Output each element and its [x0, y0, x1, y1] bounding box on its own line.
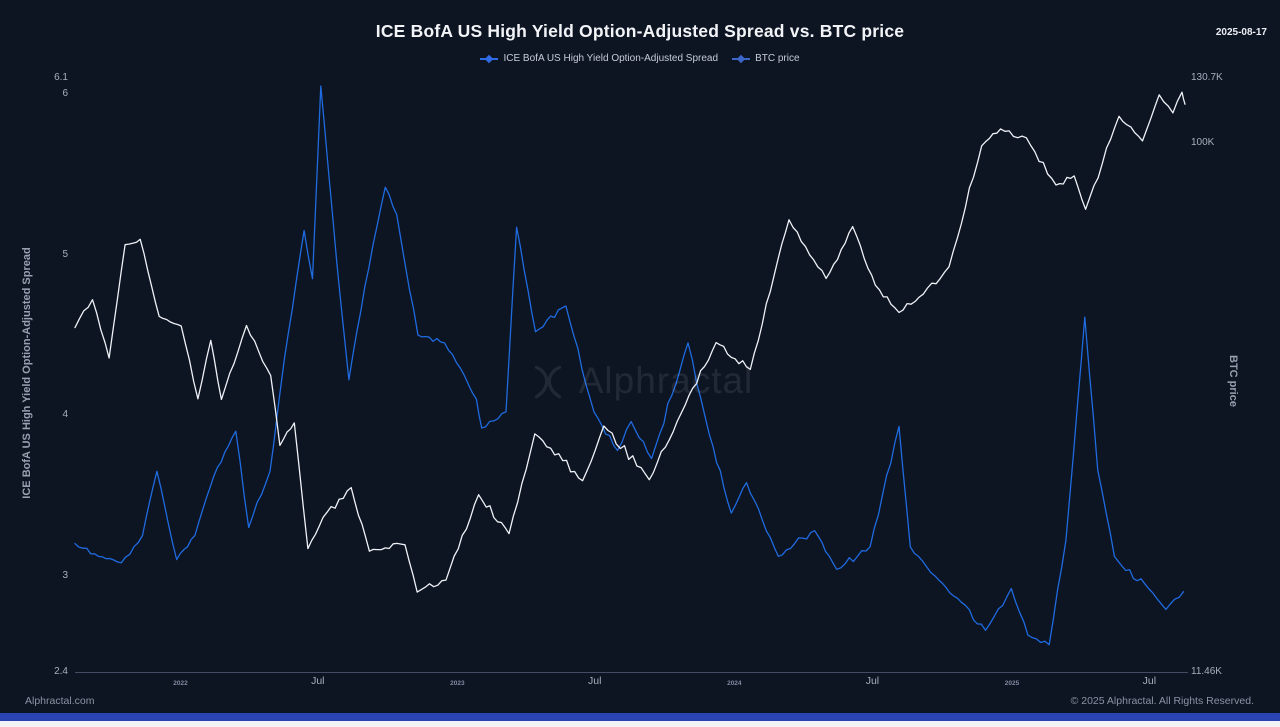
- page-title: ICE BofA US High Yield Option-Adjusted S…: [375, 21, 905, 41]
- spread-line-series: [74, 85, 1185, 646]
- x-tick-label-jul: Jul: [588, 675, 602, 687]
- y-right-tick-label: 11.46K: [1191, 666, 1222, 677]
- x-tick-label-2022: 2022: [173, 680, 188, 687]
- x-tick-label-2025: 2025: [1004, 680, 1020, 687]
- y-left-tick-label: 4: [62, 409, 68, 421]
- x-tick-label-jul: Jul: [1142, 675, 1157, 687]
- btc-line-series: [74, 91, 1186, 593]
- y-left-tick-label: 2.4: [54, 666, 68, 677]
- btc-series-marker-icon: [732, 54, 751, 63]
- y-right-tick-label: 100K: [1191, 137, 1215, 149]
- y-left-tick-label: 6: [62, 88, 68, 100]
- legend-item-spread[interactable]: ICE BofA US High Yield Option-Adjusted S…: [480, 53, 718, 64]
- legend: ICE BofA US High Yield Option-Adjusted S…: [0, 53, 1280, 64]
- x-tick-label-jul: Jul: [311, 675, 325, 687]
- window-bottom-strip: [0, 721, 1280, 727]
- y-left-tick-label: 6.1: [54, 72, 68, 83]
- y-right-tick-label: 130.7K: [1191, 72, 1223, 83]
- y-left-tick-label: 3: [62, 569, 68, 581]
- legend-label-spread: ICE BofA US High Yield Option-Adjusted S…: [503, 53, 719, 64]
- x-tick-label-jul: Jul: [865, 675, 880, 687]
- footer-copyright-text: © 2025 Alphractal. All Rights Reserved.: [1070, 695, 1254, 707]
- legend-label-btc: BTC price: [755, 53, 800, 64]
- legend-item-btc[interactable]: BTC price: [732, 53, 800, 64]
- bottom-accent-bar: [0, 713, 1280, 721]
- date-stamp: 2025-08-17: [1215, 27, 1267, 38]
- x-tick-label-2023: 2023: [450, 680, 465, 687]
- x-tick-label-2024: 2024: [727, 680, 742, 687]
- footer-site-text: Alphractal.com: [25, 695, 95, 707]
- y-left-tick-label: 5: [62, 248, 68, 260]
- spread-series-marker-icon: [480, 54, 499, 63]
